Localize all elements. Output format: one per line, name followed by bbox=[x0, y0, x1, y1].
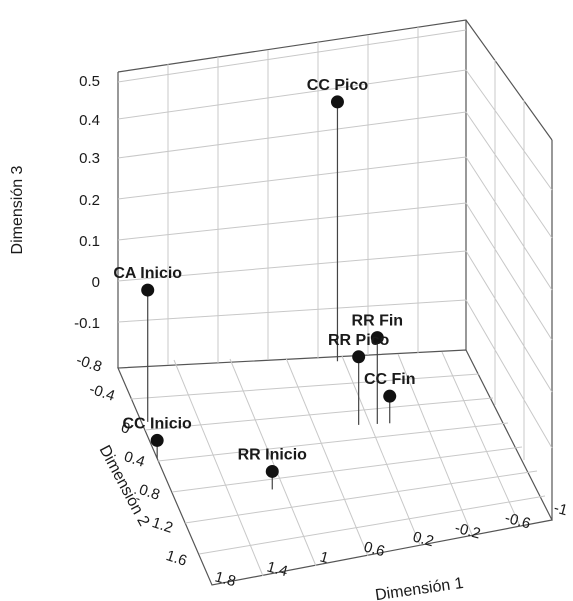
y-tick: -0.8 bbox=[74, 352, 104, 376]
x-tick: 1.8 bbox=[213, 568, 238, 590]
y-tick: 1.2 bbox=[150, 514, 175, 537]
data-point bbox=[352, 350, 366, 364]
x-tick: 0.2 bbox=[411, 528, 436, 550]
z-tick: 0 bbox=[92, 274, 100, 291]
z-axis-ticks: 0.5 0.4 0.3 0.2 0.1 0 -0.1 bbox=[74, 73, 100, 332]
z-tick: -0.1 bbox=[74, 315, 100, 332]
z-tick: 0.5 bbox=[79, 73, 100, 90]
point-label: RR Fin bbox=[352, 313, 404, 330]
x-tick: -0.6 bbox=[503, 509, 532, 532]
z-tick: 0.4 bbox=[79, 112, 100, 129]
z-tick: 0.1 bbox=[79, 233, 100, 250]
data-point bbox=[370, 331, 384, 345]
data-point bbox=[265, 464, 279, 478]
data-point bbox=[141, 283, 155, 297]
point-label: CC Inicio bbox=[122, 415, 192, 432]
z-tick: 0.3 bbox=[79, 150, 100, 167]
data-point bbox=[330, 95, 344, 109]
point-label: CC Fin bbox=[364, 371, 416, 388]
point-label: RR Pico bbox=[328, 332, 390, 349]
x-axis-ticks: 1.8 1.4 1 0.6 0.2 -0.2 -0.6 -1 bbox=[213, 499, 569, 590]
point-label: RR Inicio bbox=[238, 446, 308, 463]
x-tick: 0.6 bbox=[362, 538, 387, 560]
data-point bbox=[383, 389, 397, 403]
x-tick: 1 bbox=[318, 548, 330, 567]
y-tick: -0.4 bbox=[87, 381, 117, 405]
point-label: CA Inicio bbox=[113, 265, 182, 282]
point-label: CC Pico bbox=[307, 77, 369, 94]
y-axis-ticks: -0.8 -0.4 0 0.4 0.8 1.2 1.6 bbox=[74, 352, 189, 570]
z-axis-label: Dimensión 3 bbox=[9, 165, 26, 254]
data-points: CC Pico CA Inicio RR Fin RR Pico CC Fin CC In… bbox=[113, 77, 416, 490]
chart-grid bbox=[117, 19, 553, 586]
y-tick: 0.8 bbox=[137, 481, 162, 504]
x-axis-label: Dimensión 1 bbox=[374, 575, 465, 601]
x-tick: 1.4 bbox=[265, 558, 290, 580]
y-tick: 1.6 bbox=[164, 547, 189, 570]
x-tick: -0.2 bbox=[453, 519, 482, 542]
y-tick: 0.4 bbox=[122, 448, 147, 471]
data-point bbox=[150, 433, 164, 447]
x-tick: -1 bbox=[552, 499, 569, 519]
z-tick: 0.2 bbox=[79, 192, 100, 209]
